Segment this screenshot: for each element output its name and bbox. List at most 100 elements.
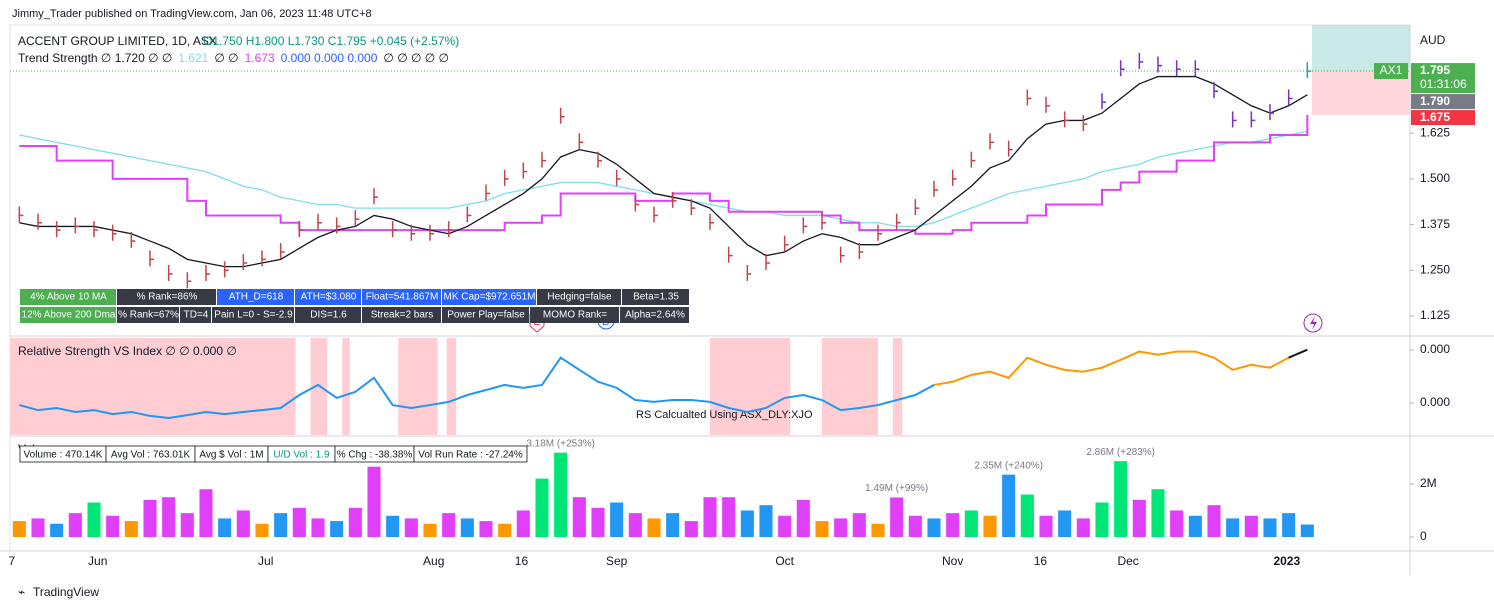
price-bar (821, 213, 826, 230)
price-bar (223, 261, 229, 278)
volume-bar (983, 515, 997, 538)
position-loss-zone (1312, 72, 1410, 115)
volume-bar (479, 521, 493, 538)
info-text: TD=4 (184, 310, 209, 321)
info-text: Alpha=2.64% (625, 310, 685, 321)
price-bar (1082, 115, 1088, 132)
volume-bar (106, 515, 120, 538)
y-tick-label: 0 (1420, 529, 1427, 543)
price-bar (1063, 111, 1069, 128)
shaded-region (710, 338, 791, 435)
volume-bar (236, 510, 250, 538)
price-bar (503, 169, 509, 186)
volume-bar (1076, 518, 1090, 538)
price-bar (447, 221, 453, 238)
x-tick-label: Sep (606, 554, 628, 568)
shaded-region (822, 338, 878, 435)
price-bar (914, 199, 920, 216)
volume-bar (834, 518, 848, 538)
price-bar (989, 133, 994, 150)
volume-bar (796, 499, 810, 538)
price-bar (690, 199, 696, 216)
volume-bar (684, 521, 698, 538)
price-bar (429, 224, 434, 241)
info-text: % Rank=86% (137, 292, 198, 303)
info-cell (442, 307, 529, 323)
x-tick-label: Aug (423, 554, 444, 568)
price-bar (1045, 96, 1050, 113)
volume-bar (386, 515, 400, 538)
price-bar (653, 206, 658, 223)
vol-table-text: Avg Vol : 763.01K (111, 450, 191, 461)
legend-part: ∅ ∅ (214, 51, 238, 65)
volume-bar (1114, 461, 1128, 538)
price-bar (1026, 89, 1032, 106)
legend-part: 1.673 (245, 51, 275, 65)
price-bar (335, 217, 341, 234)
price-bar (765, 253, 770, 270)
volume-bar (1170, 510, 1184, 538)
info-cell (530, 307, 619, 323)
volume-bar (1132, 499, 1146, 538)
volume-bar (1207, 505, 1221, 538)
volume-bar (348, 507, 362, 538)
pane-title: Relative Strength VS Index ∅ ∅ 0.000 ∅ (18, 344, 237, 358)
price-bar (261, 250, 266, 267)
shaded-region (892, 338, 903, 435)
volume-bar (162, 497, 176, 538)
info-text: 12% Above 200 Dma (22, 310, 116, 321)
volume-bar (703, 497, 717, 538)
volume-bar (871, 523, 885, 538)
info-text: DIS=1.6 (310, 310, 347, 321)
volume-label: 2.35M (+240%) (974, 460, 1043, 471)
legend-part: 1.621 (178, 51, 208, 65)
info-cell (20, 307, 116, 323)
legend-part: Trend Strength ∅ 1.720 ∅ ∅ (18, 51, 172, 65)
info-text: Power Play=false (447, 310, 525, 321)
price-bar (354, 210, 360, 227)
volume-bar (722, 497, 736, 538)
volume-bar (274, 513, 288, 538)
price-bar (242, 253, 248, 270)
volume-bar (330, 521, 344, 538)
info-text: ATH=$3.080 (301, 292, 357, 303)
volume-bar (143, 499, 157, 538)
price-bar (317, 213, 322, 230)
x-tick-label: 7 (9, 554, 16, 568)
volume-bar (852, 513, 866, 538)
price-bar (709, 213, 714, 230)
x-tick-label: 16 (1034, 554, 1048, 568)
price-bar (186, 272, 192, 289)
price-bar (597, 151, 602, 168)
volume-bar (1282, 513, 1296, 538)
price-label-box (1411, 110, 1475, 126)
price-bar (55, 221, 61, 238)
info-cell (212, 307, 294, 323)
volume-bar (218, 518, 232, 538)
volume-bar (1039, 515, 1053, 538)
price-bar (1269, 104, 1274, 121)
info-cell (362, 289, 441, 305)
shaded-region (446, 338, 457, 435)
price-bar (1007, 140, 1013, 157)
info-text: Streak=2 bars (371, 310, 434, 321)
info-cell (20, 289, 116, 305)
info-cell (295, 289, 361, 305)
info-text: Beta=1.35 (633, 292, 679, 303)
price-bar (391, 221, 397, 238)
price-bar (1213, 82, 1218, 99)
price-bar (783, 235, 789, 252)
price-label-box (1411, 63, 1475, 94)
volume-bar (666, 513, 680, 538)
rs-line (1288, 348, 1308, 359)
price-bar (111, 224, 117, 241)
volume-bar (964, 510, 978, 538)
volume-bar (50, 523, 64, 538)
split-event (1303, 313, 1323, 333)
volume-bar (1244, 515, 1258, 538)
volume-bar (535, 478, 549, 538)
info-cell (217, 289, 294, 305)
price-bar (149, 250, 154, 267)
volume-bar (759, 505, 773, 538)
price-bar (970, 151, 976, 168)
